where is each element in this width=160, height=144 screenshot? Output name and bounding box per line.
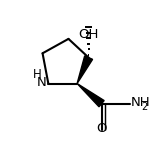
Text: N: N xyxy=(37,76,47,89)
Text: O: O xyxy=(96,122,107,135)
Text: NH: NH xyxy=(131,96,151,109)
Polygon shape xyxy=(77,84,104,107)
Text: 2: 2 xyxy=(141,102,148,112)
Text: OH: OH xyxy=(78,28,99,41)
Polygon shape xyxy=(77,56,93,84)
Text: H: H xyxy=(33,68,42,81)
